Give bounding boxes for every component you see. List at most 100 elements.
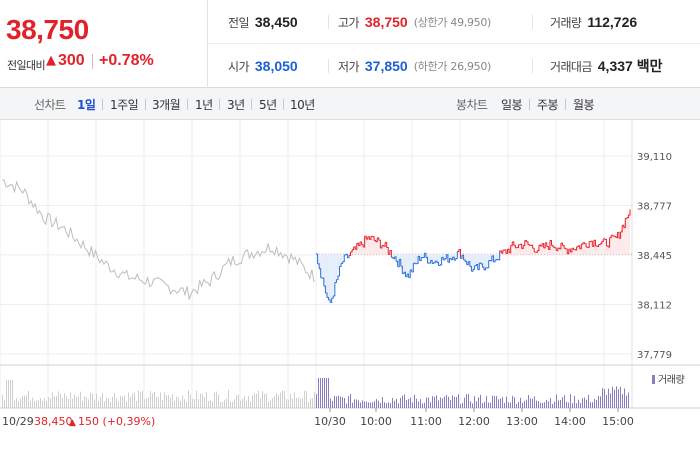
volume-bar	[112, 396, 113, 408]
x-tick-label: 14:00	[554, 415, 586, 428]
volume-bar	[552, 403, 553, 408]
volume-bar	[176, 396, 177, 408]
price-segment	[330, 298, 333, 303]
volume-bar	[56, 395, 57, 408]
volume-bar	[160, 392, 161, 408]
volume-bar	[502, 397, 503, 408]
fill-segment	[435, 254, 437, 263]
volume-bar	[432, 396, 433, 408]
price-segment	[473, 265, 476, 270]
volume-bar	[386, 403, 387, 408]
price-segment	[422, 253, 425, 258]
volume-bar	[566, 401, 567, 408]
volume-bar	[156, 397, 157, 408]
volume-bar	[8, 380, 9, 408]
volume-bar	[2, 394, 3, 408]
tab-1y[interactable]: 1년	[195, 98, 213, 112]
volume-bar	[126, 401, 127, 408]
volume-bar	[544, 402, 545, 408]
fill-segment	[526, 241, 528, 255]
price-segment	[598, 243, 601, 246]
fill-segment	[527, 244, 530, 255]
volume-bar	[568, 402, 569, 408]
volume-bar	[18, 401, 19, 408]
volume-bar	[114, 393, 115, 408]
volume-bar	[264, 394, 265, 408]
price-segment	[578, 245, 581, 249]
quote-header: 38,750 전일대비 ▲ 300 +0.78% 전일 38,450 고가 38…	[0, 0, 700, 88]
volume-bar	[10, 380, 11, 408]
tab-weekly-candle[interactable]: 주봉	[537, 98, 559, 112]
volume-bar	[486, 396, 487, 408]
price-segment	[345, 253, 348, 258]
price-segment	[520, 243, 523, 249]
price-segment	[389, 249, 392, 258]
price-segment	[452, 256, 455, 261]
volume-bar	[178, 397, 179, 408]
volume-bar	[218, 394, 219, 408]
volume-bar	[206, 391, 207, 408]
volume-bar	[306, 390, 307, 408]
volume-bar	[184, 399, 185, 408]
price-segment	[344, 254, 347, 256]
price-segment	[498, 250, 501, 261]
volume-legend: 거래량	[652, 371, 685, 386]
price-segment	[419, 257, 422, 262]
volume-bar	[554, 401, 555, 408]
volume-bar	[472, 403, 473, 408]
price-segment	[546, 246, 549, 250]
price-segment	[523, 240, 526, 246]
fill-segment	[554, 247, 557, 255]
volume-bar	[282, 390, 283, 408]
price-segment	[323, 285, 326, 293]
price-segment	[480, 263, 483, 268]
volume-bar	[576, 403, 577, 408]
tab-10y[interactable]: 10년	[290, 98, 315, 112]
volume-bars	[2, 378, 629, 408]
volume-bar	[482, 403, 483, 408]
volume-bar	[198, 399, 199, 408]
price-segment	[462, 254, 465, 260]
volume-bar	[138, 390, 139, 408]
change-label: 전일대비	[7, 59, 46, 72]
current-price: 38,750	[6, 14, 89, 45]
fill-segment	[612, 236, 615, 255]
volume-bar	[158, 397, 159, 408]
volume-bar	[58, 391, 59, 408]
divider	[529, 99, 530, 110]
volume-bar	[594, 398, 595, 408]
volume-bar	[518, 401, 519, 408]
volume-bar	[466, 394, 467, 408]
volume-bar	[604, 389, 605, 408]
volume-bar	[316, 394, 317, 408]
price-segment	[375, 237, 378, 243]
volume-bar	[468, 394, 469, 408]
tab-daily-candle[interactable]: 일봉	[501, 98, 523, 112]
volume-bar	[38, 400, 39, 408]
price-segment	[622, 224, 625, 228]
volume-bar	[82, 400, 83, 408]
tab-1d[interactable]: 1일	[77, 98, 96, 112]
volume-bar	[240, 400, 241, 408]
volume-bar	[266, 393, 267, 408]
volume-bar	[90, 392, 91, 408]
tab-3y[interactable]: 3년	[227, 98, 245, 112]
volume-bar	[66, 396, 67, 408]
tab-monthly-candle[interactable]: 월봉	[573, 98, 595, 112]
volume-bar	[440, 397, 441, 408]
fill-segment	[483, 254, 486, 270]
tab-3m[interactable]: 3개월	[152, 98, 181, 112]
volume-bar	[166, 395, 167, 408]
volume-bar	[194, 399, 195, 408]
volume-bar	[578, 399, 579, 408]
price-segment	[619, 231, 622, 239]
tab-1w[interactable]: 1주일	[110, 98, 139, 112]
price-segment	[581, 242, 584, 245]
fill-segment	[440, 254, 442, 265]
fill-segment	[564, 248, 566, 255]
price-fill	[316, 209, 632, 303]
volume-bar	[272, 398, 273, 408]
price-segment	[333, 282, 336, 297]
trading-amount: 거래대금 4,337 백만	[550, 58, 663, 74]
tab-5y[interactable]: 5년	[259, 98, 277, 112]
